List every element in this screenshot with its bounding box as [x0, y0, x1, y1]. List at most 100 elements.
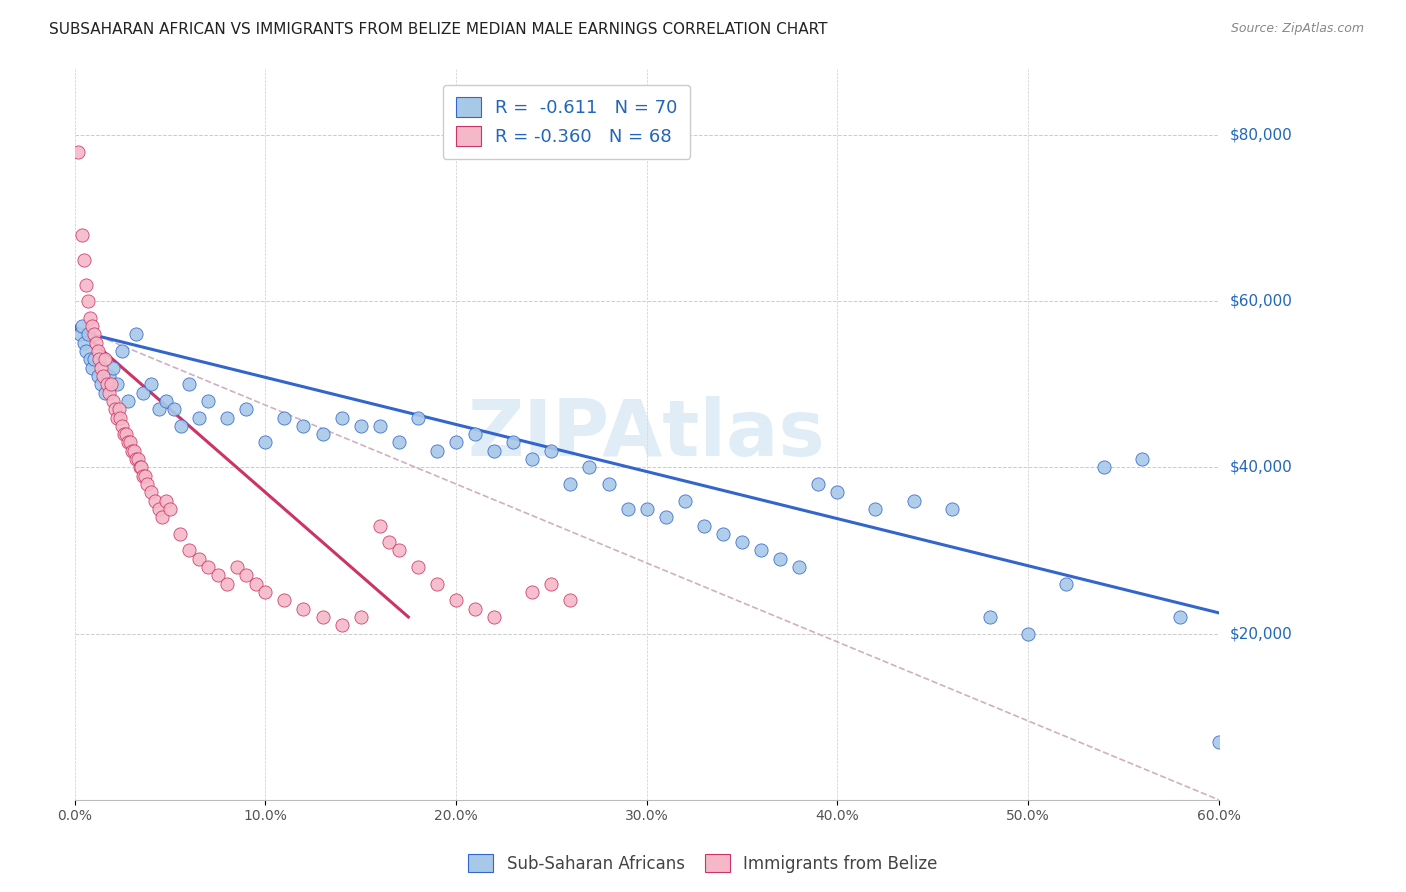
Point — [865, 502, 887, 516]
Point — [100, 377, 122, 392]
Point — [292, 418, 315, 433]
Point — [112, 427, 135, 442]
Point — [75, 277, 97, 292]
Legend: Sub-Saharan Africans, Immigrants from Belize: Sub-Saharan Africans, Immigrants from Be… — [461, 847, 945, 880]
Point — [1092, 460, 1115, 475]
Point — [107, 402, 129, 417]
Point — [807, 477, 830, 491]
Point — [94, 385, 117, 400]
Point — [94, 352, 117, 367]
Point — [79, 310, 101, 325]
Point — [426, 576, 449, 591]
Point — [77, 294, 100, 309]
Point — [86, 344, 108, 359]
Point — [105, 377, 128, 392]
Point — [578, 460, 600, 475]
Point — [90, 377, 112, 392]
Point — [197, 560, 219, 574]
Point — [444, 435, 467, 450]
Point — [225, 560, 247, 574]
Point — [482, 443, 505, 458]
Point — [143, 493, 166, 508]
Point — [73, 252, 96, 267]
Point — [84, 335, 107, 350]
Point — [711, 526, 734, 541]
Point — [170, 418, 193, 433]
Point — [75, 344, 97, 359]
Point — [444, 593, 467, 607]
Point — [139, 485, 162, 500]
Point — [177, 377, 200, 392]
Text: ZIPAtlas: ZIPAtlas — [468, 396, 825, 472]
Point — [163, 402, 186, 417]
Point — [187, 410, 209, 425]
Point — [560, 593, 582, 607]
Point — [1226, 759, 1249, 773]
Point — [86, 368, 108, 383]
Point — [273, 593, 295, 607]
Point — [159, 502, 181, 516]
Point — [292, 601, 315, 615]
Text: Source: ZipAtlas.com: Source: ZipAtlas.com — [1230, 22, 1364, 36]
Point — [111, 418, 134, 433]
Point — [464, 427, 486, 442]
Point — [1054, 576, 1077, 591]
Point — [131, 460, 153, 475]
Point — [150, 510, 173, 524]
Point — [1130, 452, 1153, 467]
Point — [98, 368, 121, 383]
Point — [115, 427, 138, 442]
Point — [406, 410, 429, 425]
Point — [134, 468, 156, 483]
Point — [67, 145, 90, 159]
Point — [101, 360, 124, 375]
Point — [654, 510, 676, 524]
Point — [98, 385, 121, 400]
Point — [560, 477, 582, 491]
Point — [90, 360, 112, 375]
Point — [350, 610, 373, 624]
Point — [941, 502, 963, 516]
Point — [636, 502, 658, 516]
Point — [235, 402, 257, 417]
Point — [235, 568, 257, 582]
Point — [330, 618, 353, 632]
Point — [132, 468, 155, 483]
Point — [77, 327, 100, 342]
Point — [1208, 734, 1230, 748]
Point — [136, 477, 159, 491]
Point — [616, 502, 638, 516]
Point — [522, 585, 544, 599]
Point — [69, 327, 91, 342]
Point — [378, 535, 401, 549]
Point — [1017, 626, 1039, 640]
Point — [117, 435, 139, 450]
Point — [979, 610, 1001, 624]
Point — [72, 227, 94, 242]
Point — [125, 452, 148, 467]
Point — [787, 560, 810, 574]
Text: $20,000: $20,000 — [1230, 626, 1292, 641]
Point — [127, 452, 149, 467]
Point — [80, 319, 103, 334]
Point — [464, 601, 486, 615]
Point — [903, 493, 925, 508]
Point — [89, 352, 111, 367]
Point — [245, 576, 267, 591]
Point — [79, 352, 101, 367]
Text: SUBSAHARAN AFRICAN VS IMMIGRANTS FROM BELIZE MEDIAN MALE EARNINGS CORRELATION CH: SUBSAHARAN AFRICAN VS IMMIGRANTS FROM BE… — [49, 22, 828, 37]
Point — [330, 410, 353, 425]
Point — [73, 335, 96, 350]
Point — [105, 410, 128, 425]
Point — [128, 460, 150, 475]
Point — [83, 327, 105, 342]
Point — [540, 576, 562, 591]
Point — [827, 485, 849, 500]
Point — [139, 377, 162, 392]
Point — [122, 443, 145, 458]
Point — [482, 610, 505, 624]
Point — [148, 502, 170, 516]
Point — [502, 435, 524, 450]
Point — [111, 344, 134, 359]
Point — [83, 352, 105, 367]
